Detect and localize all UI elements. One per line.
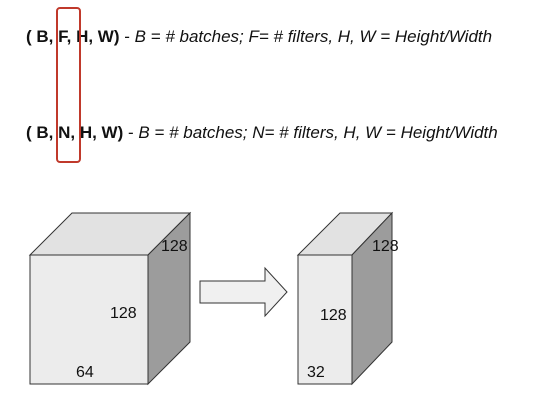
- right-arrow-icon: [200, 268, 287, 316]
- cube-height-label: 128: [372, 238, 399, 255]
- volume-cube-large: 128 128 64: [30, 213, 190, 384]
- cube-width-label: 128: [320, 307, 347, 324]
- channel-highlight-box: [57, 8, 80, 162]
- cube-height-label: 128: [161, 238, 188, 255]
- volume-cube-small: 128 128 32: [298, 213, 399, 384]
- cube-width-label: 128: [110, 305, 137, 322]
- cube-depth-label: 32: [307, 364, 325, 381]
- cube-depth-label: 64: [76, 364, 94, 381]
